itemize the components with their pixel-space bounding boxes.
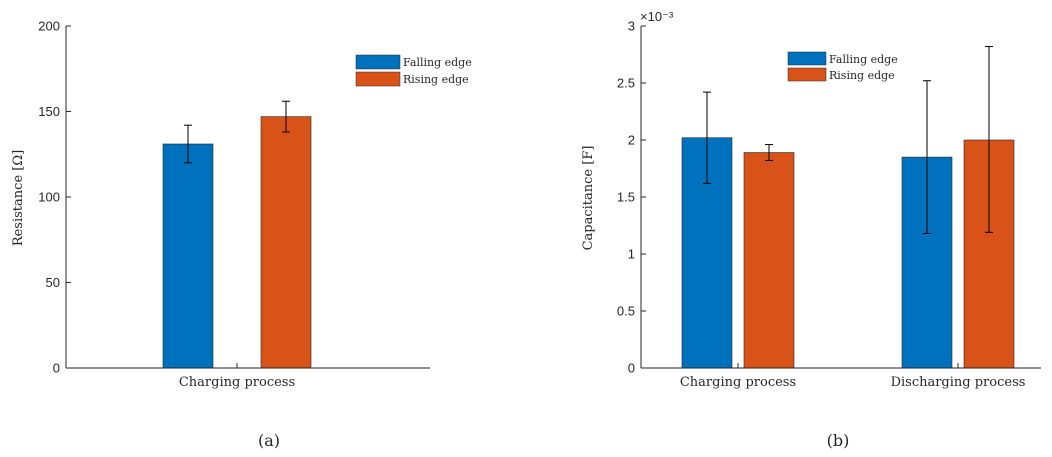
caption-a: (a)	[258, 431, 280, 450]
legend-label-rising: Rising edge	[403, 73, 469, 86]
bar-rising	[743, 152, 795, 369]
chart-b-legend: Falling edge Rising edge	[787, 51, 898, 82]
x-tick-label: Charging process	[179, 375, 295, 390]
legend-swatch-falling	[787, 51, 827, 66]
error-bar	[923, 80, 931, 234]
bar-rising	[260, 116, 312, 369]
y-tick-label: 100	[38, 190, 60, 205]
y-tick-label: 2.5	[617, 76, 635, 91]
error-bar	[184, 124, 192, 164]
caption-b: (b)	[827, 431, 850, 450]
y-tick-label: 0	[53, 361, 60, 376]
y-tick-label: 2	[628, 133, 635, 148]
error-bar	[985, 46, 993, 233]
legend-label-falling: Falling edge	[403, 56, 472, 69]
y-tick-label: 0.5	[617, 304, 635, 319]
y-tick-label: 150	[38, 104, 60, 119]
legend-swatch-falling	[355, 54, 401, 70]
error-bar	[703, 91, 711, 184]
bar-falling	[162, 143, 214, 369]
x-tick-label: Discharging process	[891, 375, 1026, 390]
y-tick-label: 200	[38, 19, 60, 34]
y-tick-label: 1	[628, 247, 635, 262]
chart-a: 0 50 100 150 200 Resistance [Ω] Charging pro…	[11, 19, 472, 451]
legend-label-falling: Falling edge	[829, 53, 898, 66]
chart-b-ylabel: Capacitance [F]	[581, 146, 596, 251]
chart-a-legend: Falling edge Rising edge	[355, 54, 472, 87]
chart-a-ylabel: Resistance [Ω]	[11, 150, 26, 246]
error-bar	[282, 100, 290, 133]
y-tick-label: 0	[628, 361, 635, 376]
y-tick-label: 50	[46, 275, 60, 290]
y-tick-label: 1.5	[617, 190, 635, 205]
legend-swatch-rising	[355, 71, 401, 87]
y-tick-label: 3	[628, 19, 635, 34]
chart-b-yscale-label: ×10⁻³	[640, 9, 674, 24]
x-tick-label: Charging process	[680, 375, 796, 390]
chart-b: 0 0.5 1 1.5 2 2.5 3 Capacitance [F] ×10⁻³ Char…	[581, 9, 1041, 450]
legend-label-rising: Rising edge	[829, 69, 895, 82]
legend-swatch-rising	[787, 67, 827, 82]
error-bar	[765, 144, 773, 162]
